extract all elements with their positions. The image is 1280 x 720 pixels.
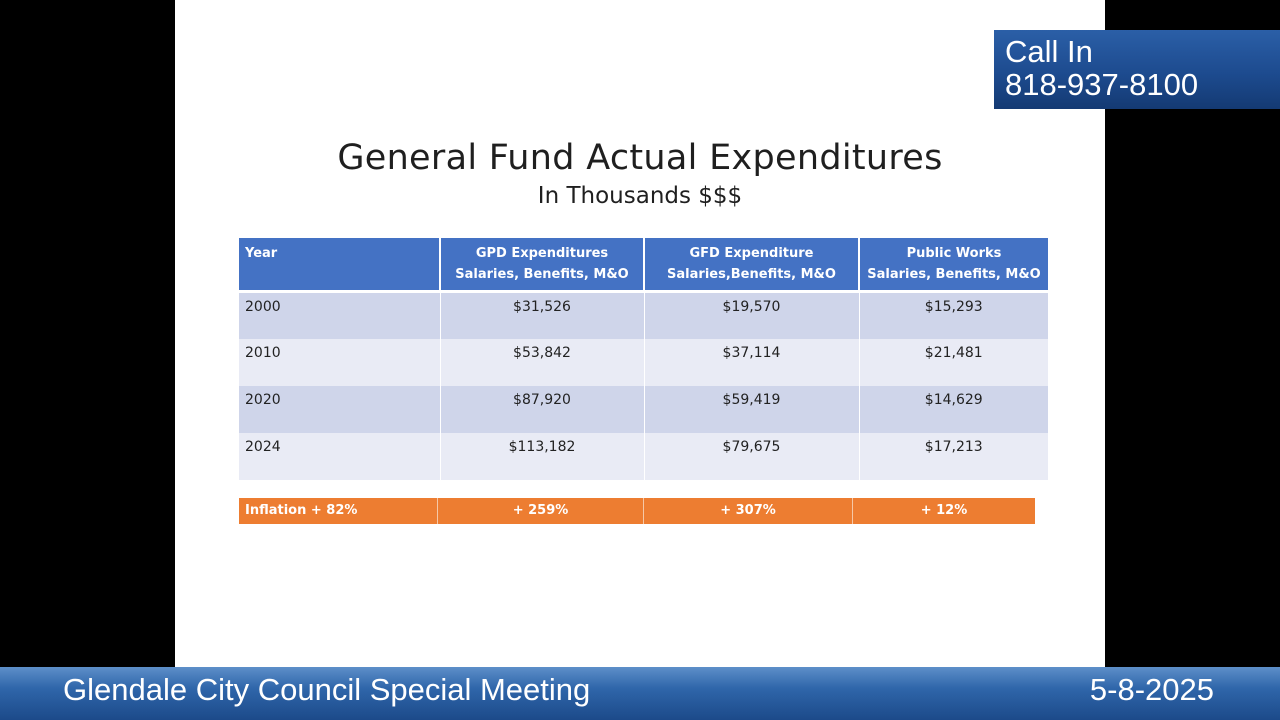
- cell-gfd: $59,419: [644, 385, 860, 433]
- header-public-works: Public Works Salaries, Benefits, M&O: [859, 238, 1048, 293]
- inflation-gpd-cell: + 259%: [438, 498, 644, 524]
- inflation-label-cell: Inflation + 82%: [239, 498, 438, 524]
- cell-gpd: $113,182: [440, 432, 645, 480]
- header-gfd-line1: GFD Expenditure: [689, 246, 814, 261]
- call-in-label: Call In: [1005, 34, 1093, 69]
- cell-gfd: $37,114: [644, 338, 860, 386]
- table-row: 2020 $87,920 $59,419 $14,629: [239, 385, 1048, 433]
- inflation-gfd-cell: + 307%: [644, 498, 853, 524]
- cell-gfd: $79,675: [644, 432, 860, 480]
- cell-year: 2010: [239, 338, 441, 386]
- header-pw-line2: Salaries, Benefits, M&O: [867, 267, 1041, 282]
- header-gpd-line2: Salaries, Benefits, M&O: [455, 267, 629, 282]
- meeting-title: Glendale City Council Special Meeting: [63, 672, 591, 707]
- table-header-row: Year GPD Expenditures Salaries, Benefits…: [239, 238, 1048, 293]
- cell-year: 2000: [239, 291, 441, 339]
- expenditures-table: Year GPD Expenditures Salaries, Benefits…: [239, 238, 1048, 480]
- cell-public-works: $14,629: [859, 385, 1048, 433]
- cell-public-works: $17,213: [859, 432, 1048, 480]
- inflation-row: Inflation + 82% + 259% + 307% + 12%: [239, 498, 1035, 524]
- table-row: 2024 $113,182 $79,675 $17,213: [239, 432, 1048, 480]
- cell-gpd: $53,842: [440, 338, 645, 386]
- cell-public-works: $15,293: [859, 291, 1048, 339]
- presentation-slide: General Fund Actual Expenditures In Thou…: [175, 0, 1105, 667]
- cell-year: 2020: [239, 385, 441, 433]
- header-gfd: GFD Expenditure Salaries,Benefits, M&O: [644, 238, 860, 293]
- cell-year: 2024: [239, 432, 441, 480]
- table-row: 2010 $53,842 $37,114 $21,481: [239, 338, 1048, 386]
- meeting-date: 5-8-2025: [1089, 672, 1214, 707]
- call-in-overlay: Call In 818-937-8100: [994, 30, 1280, 109]
- header-year-label: Year: [245, 246, 278, 261]
- header-pw-line1: Public Works: [906, 246, 1002, 261]
- inflation-public-works-cell: + 12%: [853, 498, 1035, 524]
- cell-public-works: $21,481: [859, 338, 1048, 386]
- cell-gfd: $19,570: [644, 291, 860, 339]
- call-in-number: 818-937-8100: [1005, 67, 1199, 102]
- lower-third-banner: Glendale City Council Special Meeting 5-…: [0, 667, 1280, 720]
- header-gpd: GPD Expenditures Salaries, Benefits, M&O: [440, 238, 645, 293]
- slide-title: General Fund Actual Expenditures: [337, 138, 943, 178]
- slide-subtitle: In Thousands $$$: [537, 183, 743, 209]
- header-year: Year: [239, 238, 441, 293]
- cell-gpd: $87,920: [440, 385, 645, 433]
- header-gpd-line1: GPD Expenditures: [475, 246, 609, 261]
- table-row: 2000 $31,526 $19,570 $15,293: [239, 291, 1048, 339]
- cell-gpd: $31,526: [440, 291, 645, 339]
- header-gfd-line2: Salaries,Benefits, M&O: [667, 267, 836, 282]
